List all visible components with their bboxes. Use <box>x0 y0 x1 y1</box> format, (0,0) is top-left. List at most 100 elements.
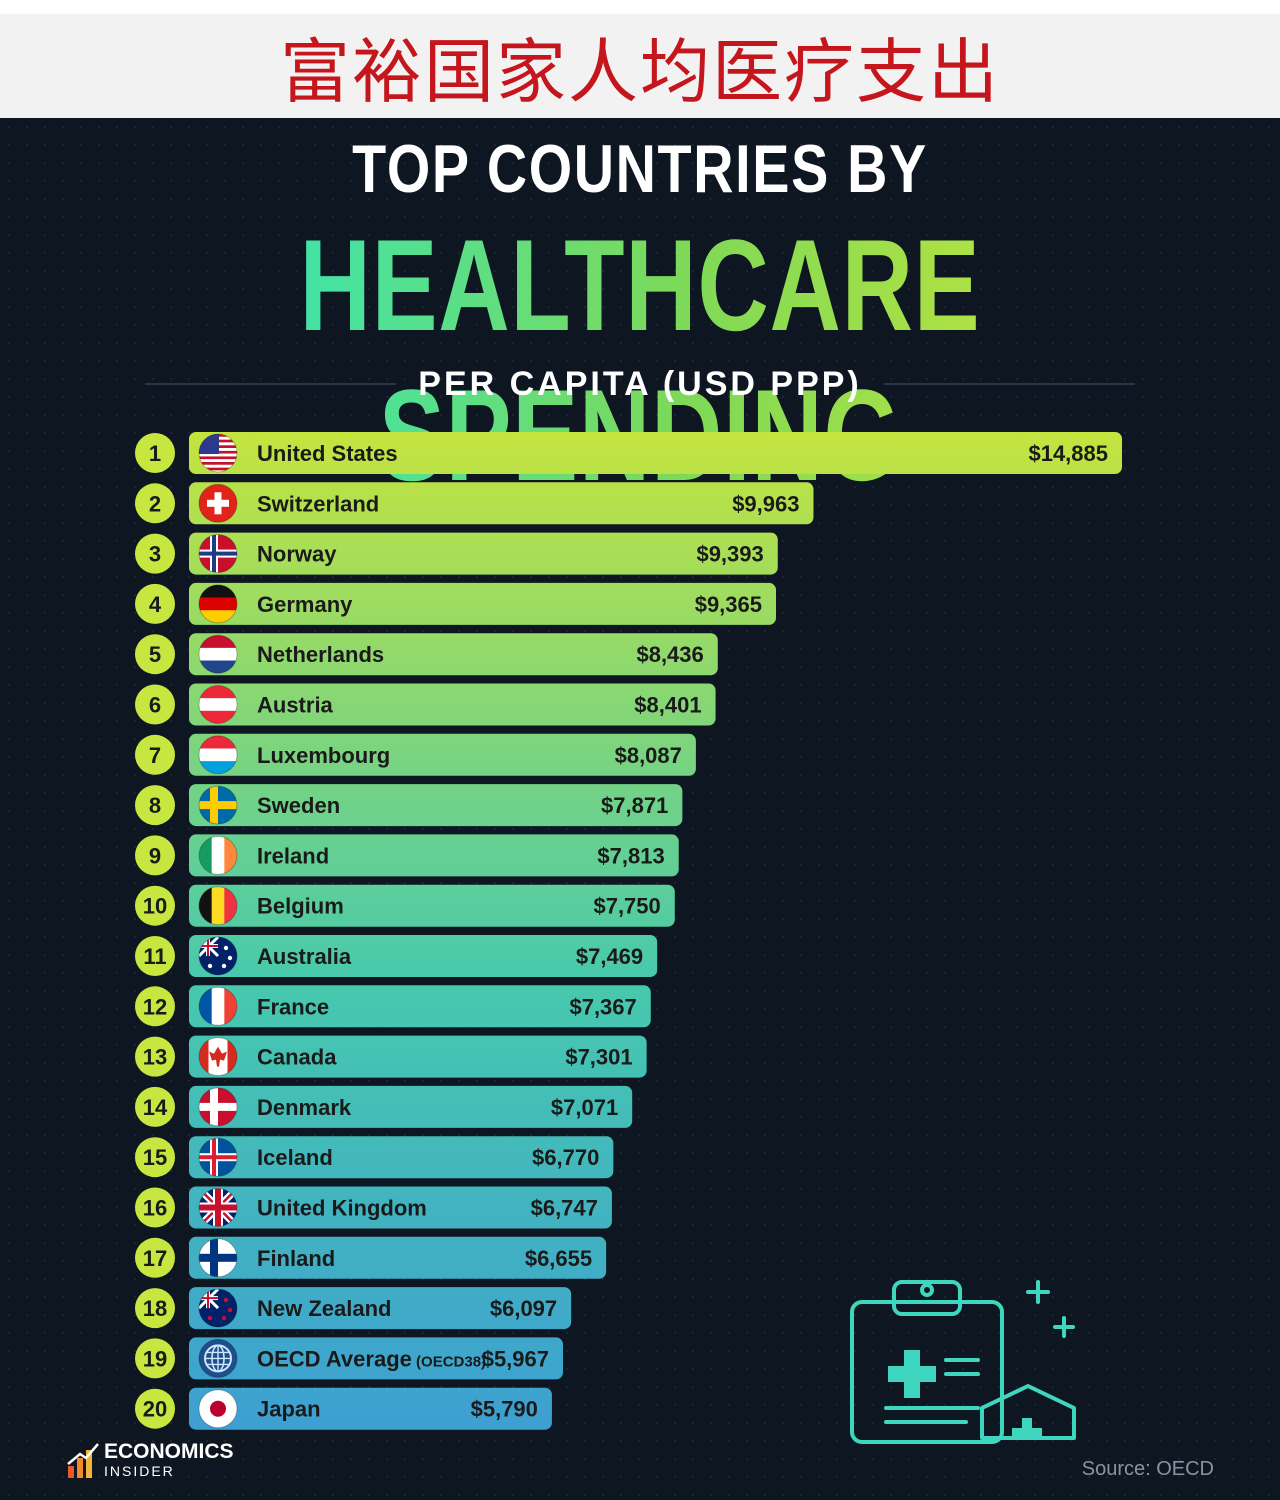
rank-badge <box>135 885 175 926</box>
bar <box>189 985 651 1028</box>
bar <box>189 935 658 977</box>
bar <box>189 834 679 877</box>
japan-flag-icon <box>199 1389 237 1428</box>
country-label: Ireland <box>257 843 329 868</box>
country-label: Finland <box>257 1246 335 1271</box>
bar <box>189 1337 564 1380</box>
canada-flag-icon <box>199 1037 237 1076</box>
value-label: $7,367 <box>569 994 636 1019</box>
value-label: $7,469 <box>576 944 643 969</box>
divider-left <box>145 383 397 385</box>
value-label: $6,747 <box>531 1196 598 1221</box>
brand-logo: ECONOMICS INSIDER <box>66 1436 234 1484</box>
country-label: Sweden <box>257 793 340 818</box>
chart-row: 4 Germany $9,365 <box>135 582 777 625</box>
rank-label: 12 <box>143 994 167 1019</box>
value-label: $7,071 <box>551 1095 618 1120</box>
value-label: $6,097 <box>490 1296 557 1321</box>
rank-badge <box>135 483 175 524</box>
ireland-flag-icon <box>199 836 237 875</box>
chart-row: 5 Netherlands $8,436 <box>135 633 718 676</box>
bar <box>189 633 718 676</box>
value-label: $7,871 <box>601 793 668 818</box>
switzerland-flag-icon <box>199 484 237 523</box>
bar <box>189 432 1122 474</box>
rank-badge <box>135 1086 175 1127</box>
chart-row: 10 Belgium $7,750 <box>135 884 675 927</box>
uk-flag-icon <box>199 1188 237 1227</box>
value-label: $6,770 <box>532 1145 599 1170</box>
brand-sub: INSIDER <box>104 1463 175 1479</box>
value-label: $7,750 <box>593 894 660 919</box>
rank-label: 18 <box>143 1296 167 1321</box>
rank-label: 2 <box>149 491 161 516</box>
belgium-flag-icon <box>199 886 237 925</box>
austria-flag-icon <box>199 685 237 724</box>
chart-row: 1 United States $14,885 <box>135 432 1122 474</box>
country-label: Australia <box>257 944 352 969</box>
chart-row: 19 OECD Average (OECD38)$5,967 <box>135 1337 564 1380</box>
value-label: $5,967 <box>482 1346 549 1371</box>
chart-row: 15 Iceland $6,770 <box>135 1136 614 1179</box>
rank-badge <box>135 1338 175 1379</box>
chart-row: 13 Canada $7,301 <box>135 1035 647 1078</box>
bar-logo-icon <box>67 1443 99 1478</box>
country-label: Luxembourg <box>257 743 390 768</box>
rank-label: 14 <box>143 1095 168 1120</box>
country-label: Belgium <box>257 894 344 919</box>
country-label: Germany <box>257 592 353 617</box>
country-label: Netherlands <box>257 642 384 667</box>
value-label: $5,790 <box>471 1397 538 1422</box>
rank-badge <box>135 433 175 473</box>
germany-flag-icon <box>199 584 237 623</box>
france-flag-icon <box>199 987 237 1026</box>
country-label: OECD Average (OECD38) <box>257 1346 486 1371</box>
bar <box>189 733 696 776</box>
rank-badge <box>135 986 175 1027</box>
rank-label: 4 <box>149 592 162 617</box>
rank-label: 16 <box>143 1196 167 1221</box>
source-note: Source: OECD <box>1081 1458 1214 1480</box>
rank-label: 17 <box>143 1246 167 1271</box>
rank-badge <box>135 1137 175 1178</box>
sweden-flag-icon <box>199 786 237 825</box>
chinese-banner: 富裕国家人均医疗支出 <box>0 14 1280 118</box>
brand-name: ECONOMICS <box>104 1440 234 1463</box>
rank-badge <box>135 1187 175 1228</box>
rank-label: 13 <box>143 1045 167 1070</box>
country-label: United Kingdom <box>257 1196 427 1221</box>
chart-row: 6 Austria $8,401 <box>135 683 716 726</box>
rank-badge <box>135 1288 175 1329</box>
rank-label: 3 <box>149 542 161 567</box>
bar <box>189 1035 647 1078</box>
country-label: Switzerland <box>257 491 379 516</box>
bar <box>189 1186 612 1229</box>
netherlands-flag-icon <box>199 635 237 674</box>
rank-badge <box>135 533 175 574</box>
rank-label: 8 <box>149 793 161 818</box>
rank-label: 10 <box>143 894 167 919</box>
bar <box>189 1387 552 1430</box>
value-label: $9,393 <box>696 542 763 567</box>
iceland-flag-icon <box>199 1138 237 1177</box>
rank-label: 19 <box>143 1346 167 1371</box>
chart-row: 18 New Zealand $6,097 <box>135 1287 572 1330</box>
rank-badge <box>135 583 175 624</box>
rank-badge <box>135 1237 175 1278</box>
country-label: Canada <box>257 1045 337 1070</box>
value-label: $14,885 <box>1028 441 1108 466</box>
chart-row: 8 Sweden $7,871 <box>135 784 683 827</box>
value-label: $8,087 <box>615 743 682 768</box>
divider-right <box>883 383 1136 385</box>
country-label: France <box>257 994 329 1019</box>
rank-label: 1 <box>149 441 161 466</box>
chart-row: 12 France $7,367 <box>135 985 651 1028</box>
norway-flag-icon <box>199 534 237 573</box>
rank-badge <box>135 936 175 976</box>
rank-badge <box>135 734 175 775</box>
bar <box>189 482 814 525</box>
chart-row: 17 Finland $6,655 <box>135 1236 607 1279</box>
country-label: Austria <box>257 693 334 718</box>
bar <box>189 532 778 575</box>
